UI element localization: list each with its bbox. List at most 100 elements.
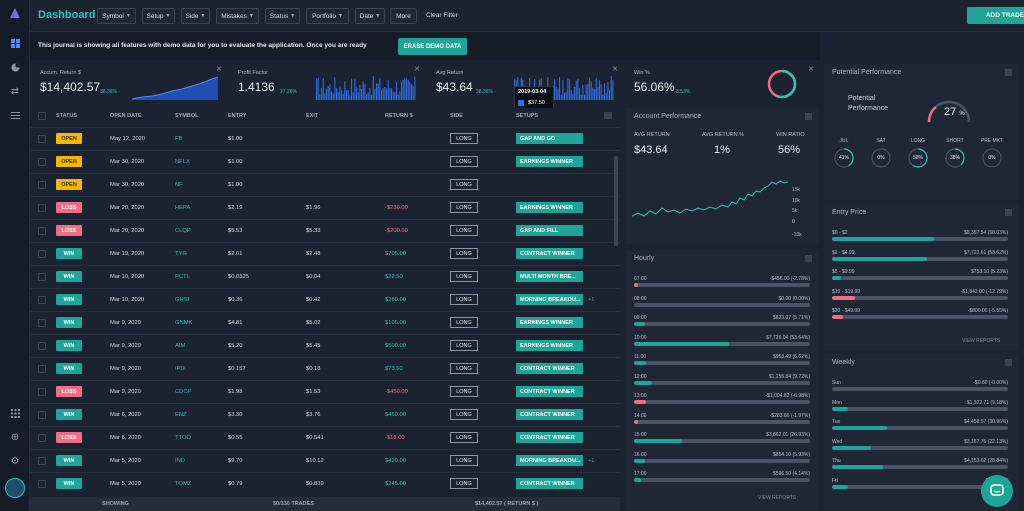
row-checkbox[interactable] — [38, 135, 46, 143]
filter-mistakes[interactable]: Mistakes ▼ — [216, 8, 259, 24]
row-checkbox[interactable] — [38, 457, 46, 465]
close-icon[interactable]: ✕ — [216, 66, 222, 73]
symbol-link[interactable]: HEPA — [175, 205, 191, 211]
row-checkbox[interactable] — [38, 273, 46, 281]
setup-tag[interactable]: GAP AND FILL — [516, 225, 583, 236]
table-row[interactable]: OPEN Mar 30, 2020 NF $1.00 LONG — [30, 173, 620, 196]
sliders-icon[interactable] — [8, 108, 22, 122]
gear-icon[interactable]: ⚙ — [10, 455, 20, 467]
symbol-link[interactable]: NF — [175, 182, 183, 188]
header-exit[interactable]: EXIT — [306, 113, 319, 119]
symbol-link[interactable]: TOMZ — [175, 481, 192, 487]
table-row[interactable]: WIN Mar 5, 2020 TOMZ $0.79 $0.839 $245.00 LONG… — [30, 472, 620, 495]
header-status[interactable]: STATUS — [56, 113, 78, 119]
row-checkbox[interactable] — [38, 388, 46, 396]
symbol-link[interactable]: PCTL — [175, 274, 190, 280]
table-row[interactable]: OPEN Mar 30, 2020 NFLX $1.00 LONG EARNINGS WI… — [30, 150, 620, 173]
header-open-date[interactable]: OPEN DATE — [110, 113, 142, 119]
filter-symbol[interactable]: Symbol ▼ — [97, 8, 136, 24]
setup-tag[interactable]: CONTRACT WINNER — [516, 363, 583, 374]
chat-button[interactable] — [981, 475, 1013, 507]
setup-tag[interactable]: CONTRACT WINNER — [516, 432, 583, 443]
table-row[interactable]: WIN Mar 10, 2020 PCTL $0.0325 $0.04 $22.50 LON… — [30, 265, 620, 288]
header-setups[interactable]: SETUPS — [516, 113, 539, 119]
close-icon[interactable]: ✕ — [612, 66, 618, 73]
symbol-link[interactable]: GHSI — [175, 297, 190, 303]
table-row[interactable]: LOSS Mar 20, 2020 HEPA $2.19 $1.96 -$230.00 LO… — [30, 196, 620, 219]
setup-tag[interactable]: EARNINGS WINNER — [516, 202, 583, 213]
row-checkbox[interactable] — [38, 342, 46, 350]
close-icon[interactable]: ✕ — [808, 66, 814, 73]
header-return[interactable]: RETURN $ — [385, 113, 413, 119]
table-row[interactable]: WIN Mar 6, 2020 ENZ $3.30 $3.76 $460.00 LONG CO… — [30, 403, 620, 426]
filter-setup[interactable]: Setup ▼ — [142, 8, 175, 24]
row-checkbox[interactable] — [38, 480, 46, 488]
row-checkbox[interactable] — [38, 434, 46, 442]
setup-tag[interactable]: MULTI MONTH BRE... — [516, 271, 583, 282]
table-scrollbar[interactable] — [614, 156, 618, 246]
row-checkbox[interactable] — [38, 296, 46, 304]
table-row[interactable]: WIN Mar 19, 2020 TYG $2.01 $2.48 $705.00 LONG C… — [30, 242, 620, 265]
columns-menu-icon[interactable] — [604, 112, 612, 119]
setup-tag[interactable]: CONTRACT WINNER — [516, 248, 583, 259]
table-row[interactable]: WIN Mar 9, 2020 IPIX $0.157 $0.18 $73.60 LONG C… — [30, 357, 620, 380]
symbol-link[interactable]: IPIX — [175, 366, 186, 372]
symbol-link[interactable]: ENZ — [175, 412, 187, 418]
setup-tag[interactable]: EARNINGS WINNER — [516, 317, 583, 328]
filter-portfolio[interactable]: Portfolio ▼ — [306, 8, 349, 24]
symbol-link[interactable]: TYG — [175, 251, 187, 257]
setup-tag[interactable]: GAP AND GO — [516, 133, 583, 144]
symbol-link[interactable]: CLQP — [175, 228, 191, 234]
logo-icon[interactable] — [8, 6, 22, 20]
symbol-link[interactable]: TTOO — [175, 435, 191, 441]
more-button[interactable]: More — [390, 8, 417, 24]
row-checkbox[interactable] — [38, 227, 46, 235]
setup-tag[interactable]: MORNING BREAKOU... — [516, 455, 583, 466]
symbol-link[interactable]: NFLX — [175, 159, 190, 165]
select-all-checkbox[interactable] — [38, 112, 46, 120]
row-checkbox[interactable] — [38, 411, 46, 419]
pie-chart-icon[interactable] — [8, 60, 22, 74]
table-row[interactable]: WIN Mar 5, 2020 IND $9.70 $10.12 $420.00 LONG M… — [30, 449, 620, 472]
panel-menu-icon[interactable] — [1005, 209, 1012, 216]
panel-menu-icon[interactable] — [1005, 69, 1012, 76]
setup-tag[interactable]: EARNINGS WINNER — [516, 156, 583, 167]
header-side[interactable]: SIDE — [450, 113, 463, 119]
table-row[interactable]: WIN Mar 10, 2020 GHSI $0.36 $0.42 $280.00 LONG… — [30, 288, 620, 311]
add-trade-button[interactable]: ADD TRADE — [967, 7, 1024, 24]
setup-more-count[interactable]: +1 — [588, 297, 595, 303]
header-symbol[interactable]: SYMBOL — [175, 113, 199, 119]
table-row[interactable]: LOSS Mar 9, 2020 CDCP $1.98 $1.53 -$450.00 LON… — [30, 380, 620, 403]
setup-tag[interactable]: CONTRACT WINNER — [516, 409, 583, 420]
setup-tag[interactable]: EARNINGS WINNER — [516, 340, 583, 351]
panel-menu-icon[interactable] — [805, 113, 812, 120]
symbol-link[interactable]: CDCP — [175, 389, 192, 395]
row-checkbox[interactable] — [38, 181, 46, 189]
table-row[interactable]: OPEN May 12, 2020 FB $1.00 LONG GAP AND GO — [30, 127, 620, 150]
panel-menu-icon[interactable] — [805, 255, 812, 262]
filter-date[interactable]: Date ▼ — [355, 8, 385, 24]
row-checkbox[interactable] — [38, 319, 46, 327]
setup-more-count[interactable]: +1 — [588, 458, 595, 464]
header-entry[interactable]: ENTRY — [228, 113, 247, 119]
row-checkbox[interactable] — [38, 158, 46, 166]
dashboard-icon[interactable] — [8, 36, 22, 50]
table-row[interactable]: WIN Mar 9, 2020 AIM $5.20 $5.45 $500.00 LONG EA… — [30, 334, 620, 357]
table-row[interactable]: LOSS Mar 20, 2020 CLQP $5.53 $5.33 -$200.00 LO… — [30, 219, 620, 242]
row-checkbox[interactable] — [38, 204, 46, 212]
table-row[interactable]: LOSS Mar 6, 2020 TTOO $0.55 $0.541 -$18.00 LON… — [30, 426, 620, 449]
close-icon[interactable]: ✕ — [414, 66, 420, 73]
setup-tag[interactable]: MORNING BREAKOU... — [516, 294, 583, 305]
clear-filter-button[interactable]: Clear Filter — [426, 12, 458, 19]
avatar[interactable] — [5, 478, 25, 498]
erase-demo-data-button[interactable]: ERASE DEMO DATA — [398, 38, 467, 55]
symbol-link[interactable]: AIM — [175, 343, 186, 349]
filter-status[interactable]: Status ▼ — [265, 8, 300, 24]
setup-tag[interactable]: CONTRACT WINNER — [516, 386, 583, 397]
setup-tag[interactable]: CONTRACT WINNER — [516, 478, 583, 489]
row-checkbox[interactable] — [38, 250, 46, 258]
symbol-link[interactable]: FB — [175, 136, 183, 142]
view-reports-link[interactable]: VIEW REPORTS — [962, 338, 1001, 344]
filter-side[interactable]: Side ▼ — [181, 8, 210, 24]
plus-circle-icon[interactable]: ⊕ — [10, 431, 20, 443]
